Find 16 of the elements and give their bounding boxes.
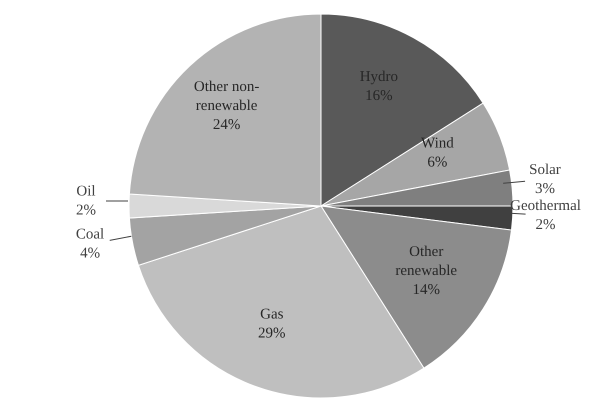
slice-label: Coal	[76, 226, 104, 243]
data-label: 2%	[536, 216, 556, 233]
slice-label: Other renewable	[395, 244, 458, 279]
data-label: 2%	[76, 202, 96, 218]
data-label: 14%	[412, 282, 440, 298]
slice-label: Solar	[529, 162, 561, 178]
data-label: 29%	[258, 325, 286, 342]
slice-label: Other non-renewable	[194, 78, 260, 114]
data-label: 6%	[427, 154, 448, 170]
slice-label: Geothermal	[510, 198, 581, 214]
data-label: 24%	[212, 116, 240, 133]
slice-label: Gas	[260, 306, 284, 322]
data-label: 3%	[534, 180, 555, 197]
slice-label: Wind	[421, 135, 454, 152]
slice-label: Oil	[76, 184, 96, 200]
data-label: 4%	[80, 246, 100, 262]
